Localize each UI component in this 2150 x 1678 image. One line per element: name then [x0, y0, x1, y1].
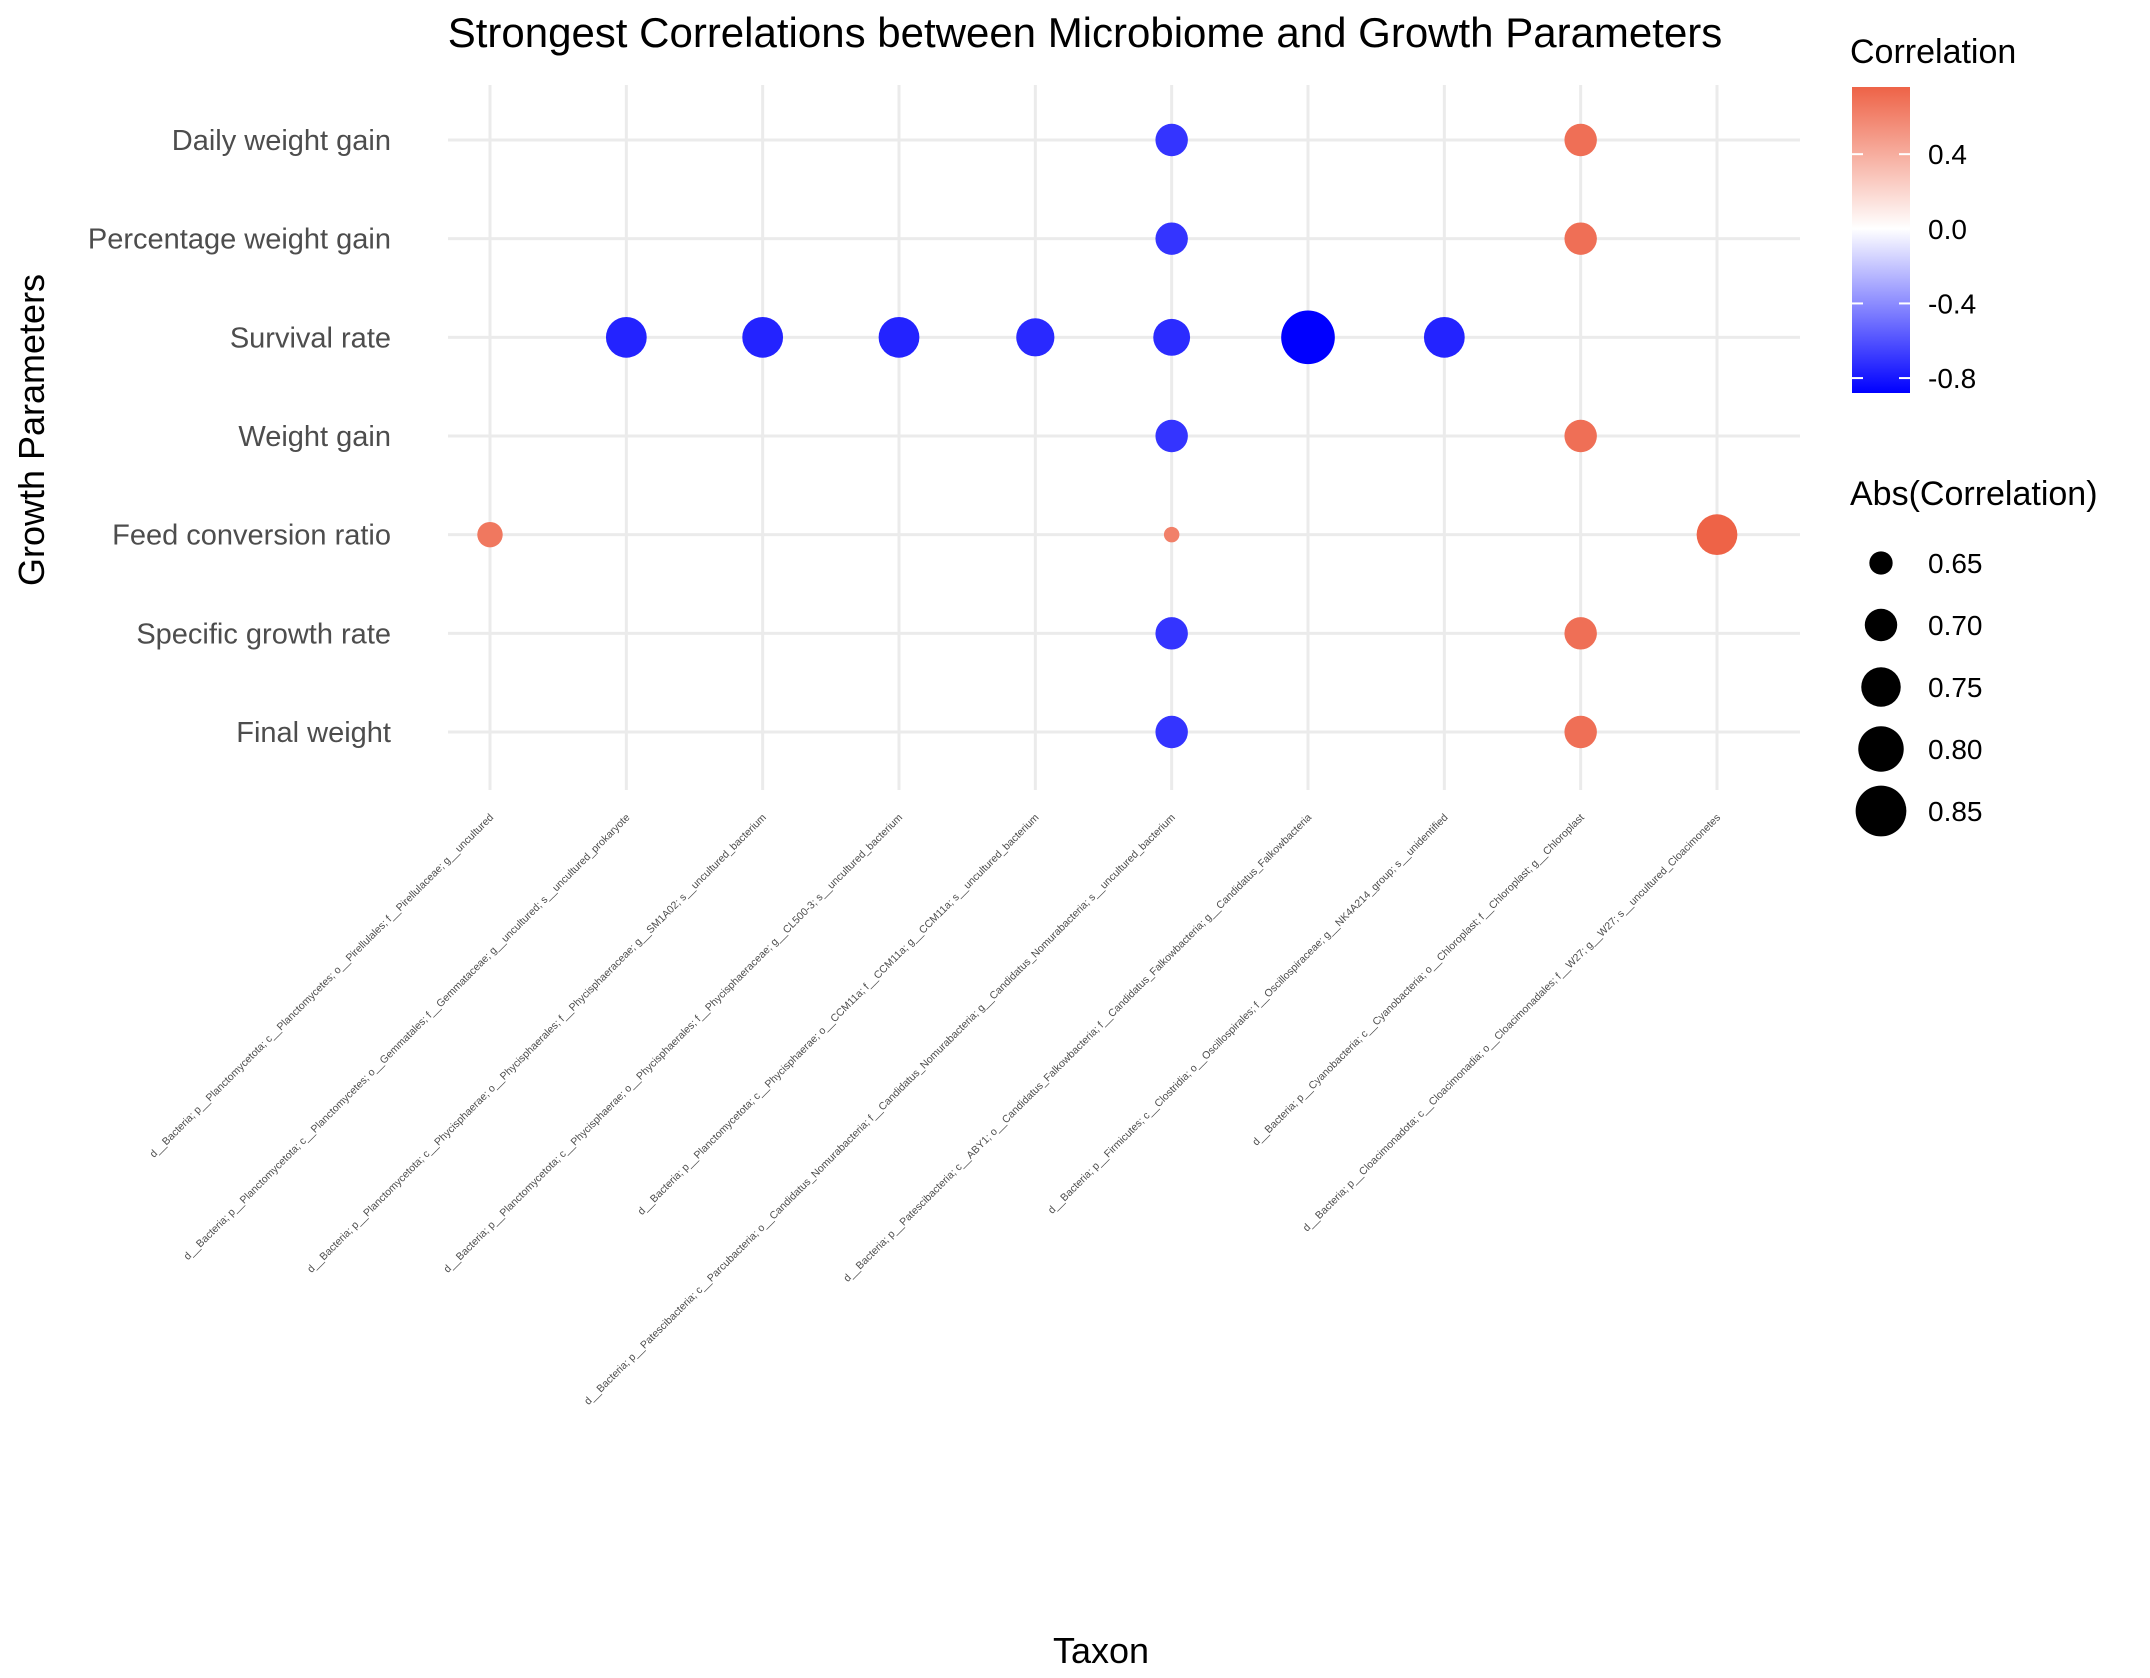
size-legend: Abs(Correlation) 0.65 0.70 0.75 0.80 0.85	[1850, 475, 2098, 837]
y-axis-tick-labels: Final weight Specific growth rate Feed con…	[88, 125, 391, 749]
x-axis-tick-labels: d__Bacteria; p__Planctomycetota; c__Plan…	[148, 811, 1724, 1407]
chart-title: Strongest Correlations between Microbiom…	[448, 9, 1723, 56]
color-legend-label: 0.4	[1928, 139, 1967, 170]
data-point	[1163, 526, 1180, 543]
size-legend-symbol	[1858, 726, 1904, 772]
x-tick-label: d__Bacteria; p__Cloacimonadota; c__Cloac…	[1301, 812, 1723, 1234]
data-point	[1155, 617, 1188, 650]
y-tick-label: Weight gain	[238, 421, 391, 453]
color-legend-title: Correlation	[1850, 33, 2016, 71]
x-tick-label: d__Bacteria; p__Planctomycetota; c__Phyc…	[441, 811, 905, 1275]
x-tick-label: d__Bacteria; p__Patescibacteria; c__ABY1…	[841, 812, 1314, 1285]
data-point	[1564, 419, 1597, 453]
data-point	[1155, 123, 1188, 157]
y-tick-label: Final weight	[236, 717, 391, 749]
x-tick-label: d__Bacteria; p__Planctomycetota; c__Plan…	[182, 812, 633, 1263]
size-legend-symbol	[1855, 785, 1907, 837]
x-tick-label: d__Bacteria; p__Cyanobacteria; c__Cyanob…	[1250, 812, 1587, 1149]
y-tick-label: Percentage weight gain	[88, 224, 391, 256]
x-axis-title: Taxon	[1053, 1630, 1149, 1671]
y-tick-label: Daily weight gain	[172, 125, 391, 157]
data-point	[1696, 514, 1738, 556]
size-legend-title: Abs(Correlation)	[1850, 475, 2098, 513]
size-legend-symbol	[1861, 667, 1901, 707]
data-point	[1564, 715, 1597, 749]
y-tick-label: Survival rate	[230, 322, 391, 354]
size-legend-symbol	[1864, 608, 1898, 642]
data-point	[1564, 617, 1597, 650]
data-point	[1155, 715, 1188, 749]
color-legend-bar	[1852, 87, 1910, 393]
grid-lines	[448, 85, 1800, 790]
data-point	[477, 521, 503, 548]
x-tick-label: d__Bacteria; p__Planctomycetota; c__Phyc…	[305, 811, 769, 1275]
size-legend-label: 0.75	[1928, 672, 1983, 703]
data-point	[1155, 222, 1188, 255]
data-point	[1155, 419, 1188, 453]
y-axis-title: Growth Parameters	[11, 274, 52, 586]
data-point	[1423, 316, 1465, 358]
size-legend-label: 0.80	[1928, 734, 1983, 765]
y-tick-label: Specific growth rate	[136, 618, 391, 650]
data-point	[878, 316, 920, 358]
data-point	[1564, 222, 1597, 255]
x-tick-label: d__Bacteria; p__Planctomycetota; c__Plan…	[148, 812, 497, 1161]
size-legend-label: 0.65	[1928, 548, 1983, 579]
size-legend-label: 0.85	[1928, 796, 1983, 827]
color-legend-label: 0.0	[1928, 214, 1967, 245]
data-point	[1281, 310, 1335, 365]
data-point	[1016, 318, 1055, 357]
y-tick-label: Feed conversion ratio	[112, 520, 391, 552]
data-points	[477, 123, 1738, 749]
color-legend-label: -0.4	[1928, 288, 1976, 319]
data-point	[1564, 123, 1597, 157]
color-legend-label: -0.8	[1928, 363, 1976, 394]
data-point	[605, 316, 647, 358]
color-legend: Correlation 0.4 0.0 -0.4 -0.8	[1850, 33, 2016, 394]
data-point	[742, 316, 784, 358]
data-point	[1153, 318, 1191, 356]
size-legend-symbol	[1869, 551, 1893, 575]
size-legend-label: 0.70	[1928, 610, 1983, 641]
